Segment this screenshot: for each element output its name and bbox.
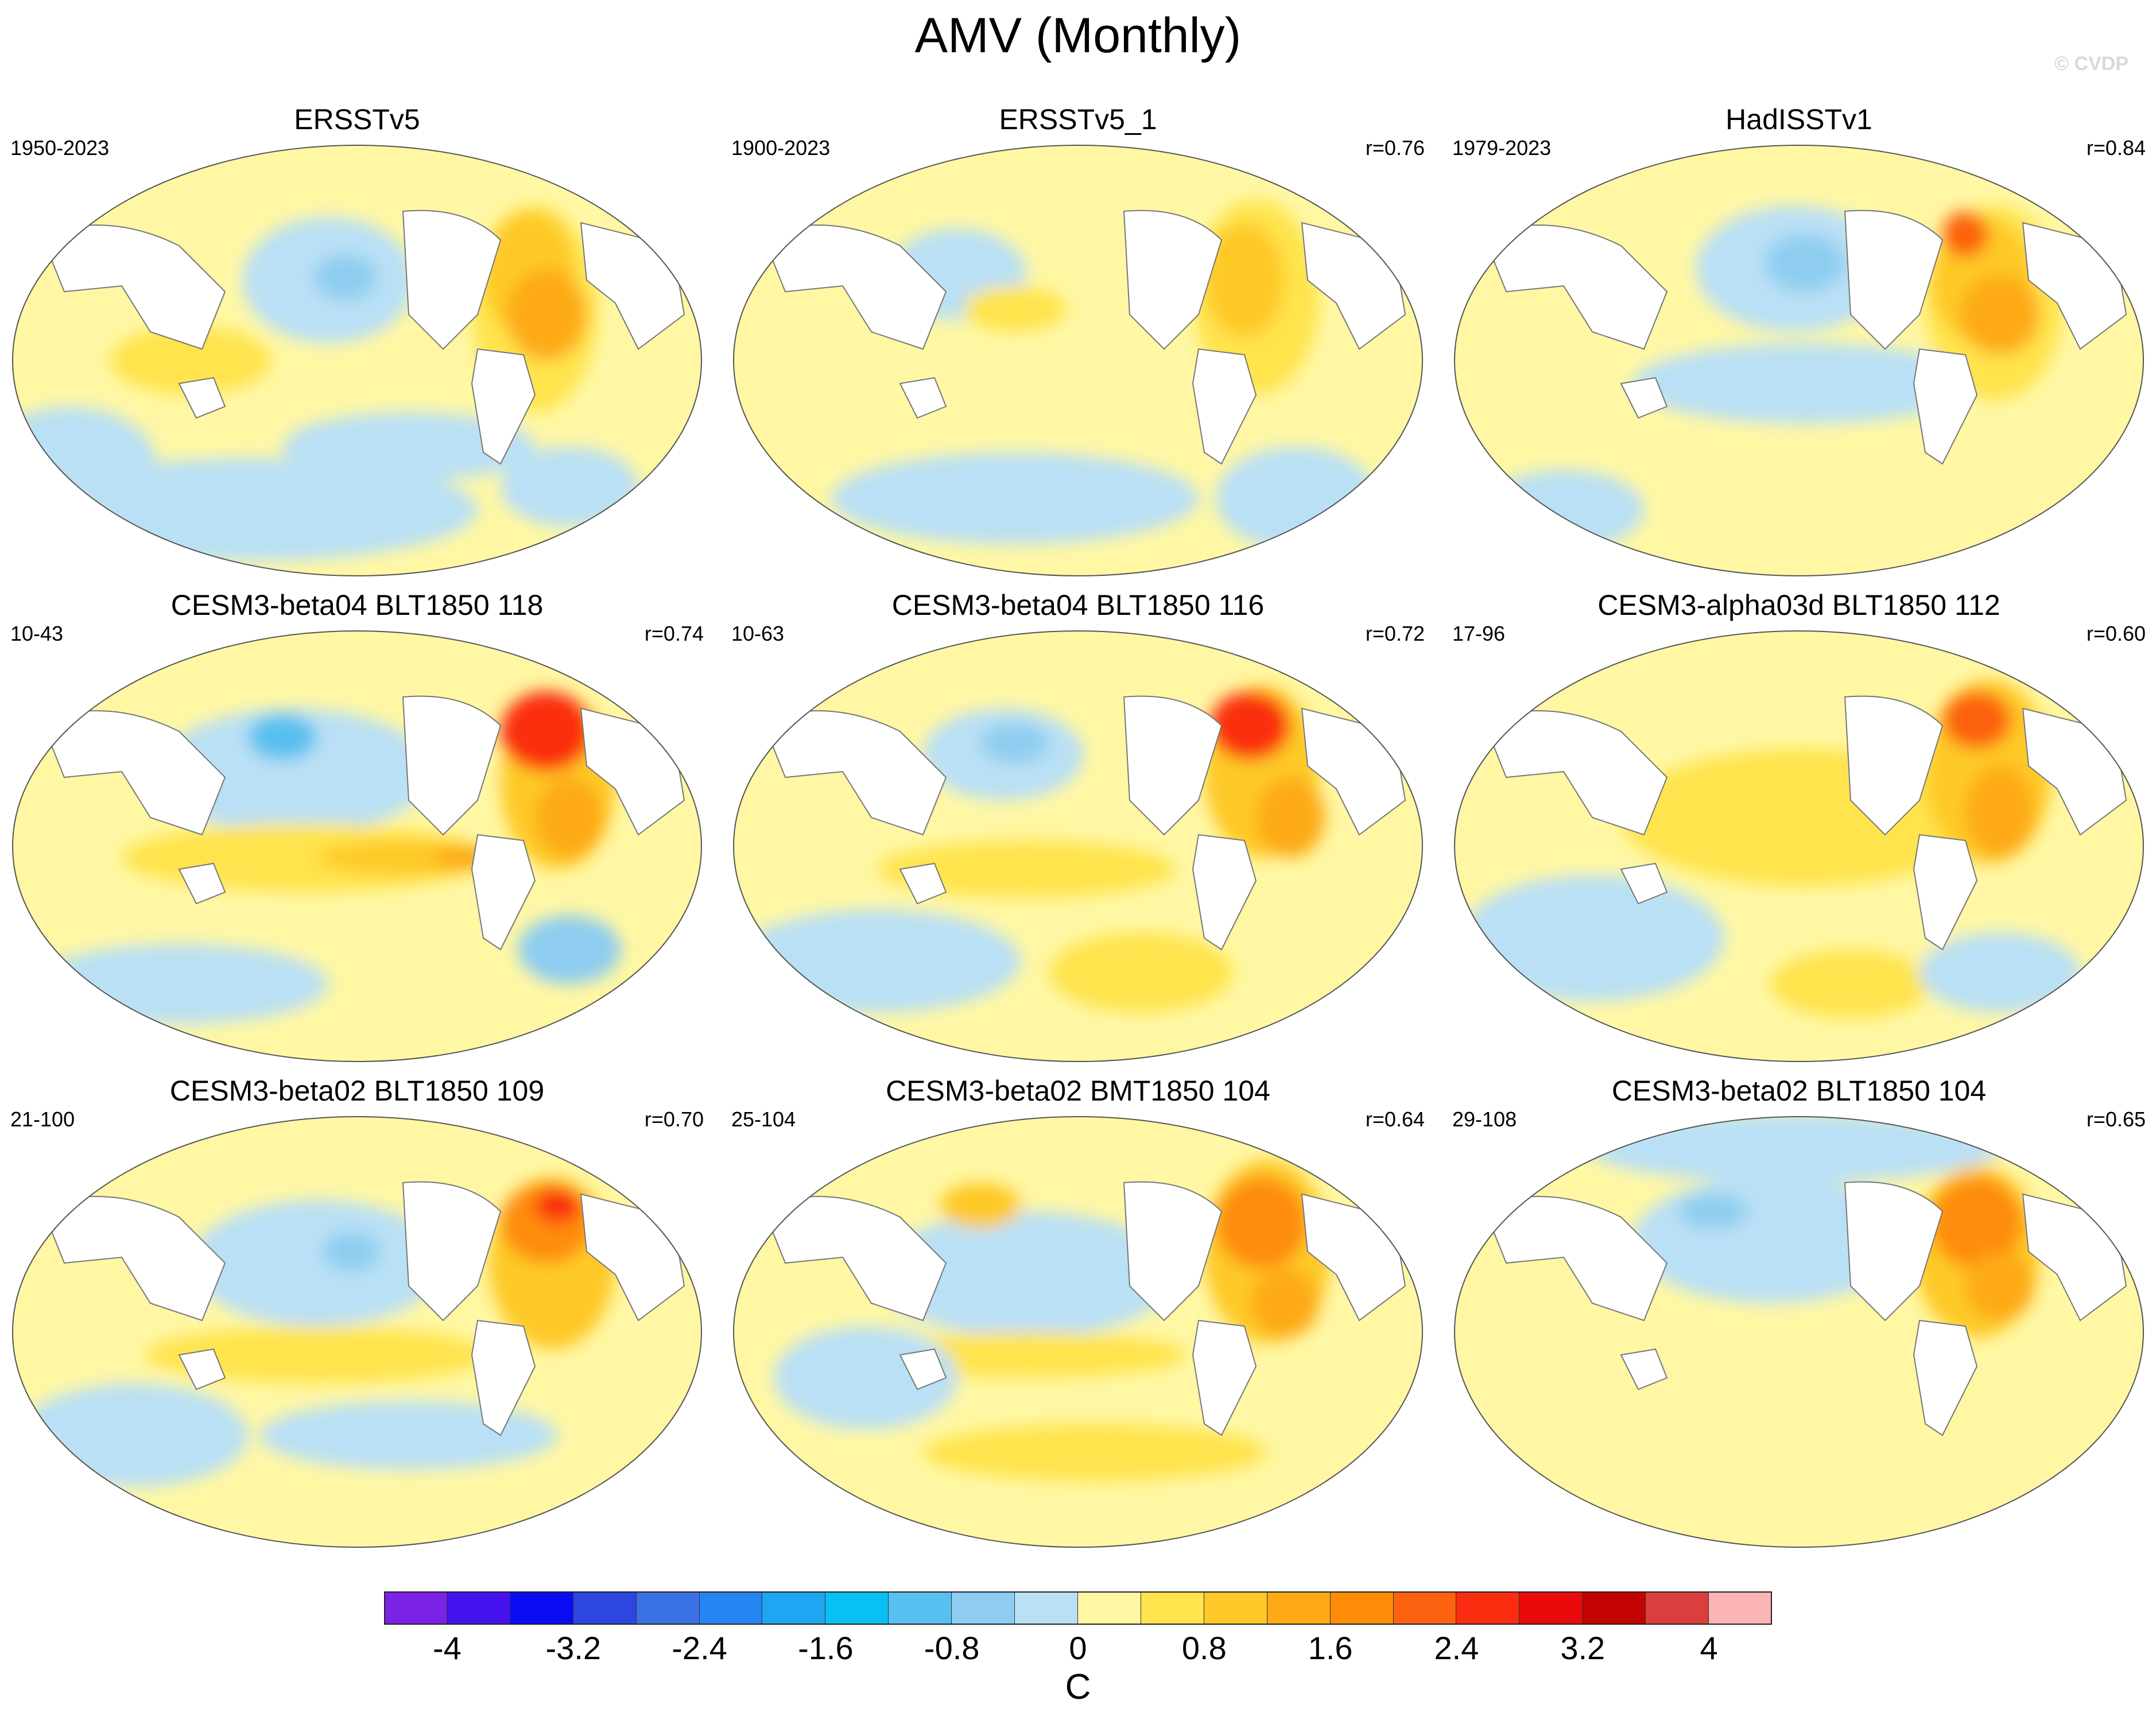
colorbar-tick: 0 [1069, 1630, 1087, 1666]
sst-pattern-map [1454, 145, 2144, 576]
sst-pattern-map [733, 1116, 1423, 1548]
watermark: © CVDP [2054, 53, 2128, 75]
panel-title: CESM3-beta04 BLT1850 116 [891, 589, 1265, 621]
colorbar-box [699, 1591, 763, 1625]
panel-correlation: r=0.60 [2086, 622, 2146, 645]
sst-pattern-map [12, 630, 702, 1062]
colorbar-box [510, 1591, 573, 1625]
colorbar-tick: -1.6 [798, 1630, 854, 1666]
colorbar-tick: 2.4 [1434, 1630, 1479, 1666]
colorbar-ticks: -4 -3.2 -2.4 -1.6 -0.8 0 0.8 1.6 2.4 3.2… [384, 1628, 1772, 1674]
sst-pattern-map [733, 630, 1423, 1062]
colorbar-box [889, 1591, 952, 1625]
panel-title: CESM3-beta02 BLT1850 104 [1611, 1075, 1987, 1107]
colorbar-box [825, 1591, 889, 1625]
panel-erssthr: ERSSTv5_1 1900-2023 r=0.76 [728, 102, 1428, 584]
panel-correlation: r=0.76 [1365, 136, 1425, 160]
colorbar-tick: 3.2 [1560, 1630, 1606, 1666]
colorbar-box [1519, 1591, 1583, 1625]
panel-period: 21-100 [10, 1107, 75, 1131]
colorbar-tick: 1.6 [1308, 1630, 1353, 1666]
colorbar-box [762, 1591, 826, 1625]
panel-period: 29-108 [1452, 1107, 1517, 1131]
panel-title: ERSSTv5_1 [999, 103, 1157, 135]
sst-pattern-map [1454, 1116, 2144, 1548]
panel-period: 10-63 [731, 622, 785, 645]
sst-pattern-map [12, 145, 702, 576]
panel-title: CESM3-beta02 BLT1850 109 [169, 1075, 545, 1107]
panel-correlation: r=0.84 [2086, 136, 2146, 160]
colorbar-tick: -3.2 [545, 1630, 601, 1666]
sst-pattern-map [1454, 630, 2144, 1062]
panel-period: 25-104 [731, 1107, 796, 1131]
panel-cesm3-beta04-118: CESM3-beta04 BLT1850 118 10-43 r=0.74 [7, 588, 707, 1070]
panel-cesm3-beta02-blt-104: CESM3-beta02 BLT1850 104 29-108 r=0.65 [1449, 1074, 2149, 1556]
panel-erra: ERSSTv5 1950-2023 [7, 102, 707, 584]
panel-correlation: r=0.65 [2086, 1107, 2146, 1131]
panel-hadisst: HadISSTv1 1979-2023 r=0.84 [1449, 102, 2149, 584]
sst-pattern-map [733, 145, 1423, 576]
colorbar-box [1583, 1591, 1646, 1625]
colorbar-tick: -2.4 [672, 1630, 727, 1666]
panel-title: HadISSTv1 [1725, 103, 1872, 135]
colorbar-tick: -0.8 [924, 1630, 980, 1666]
panel-period: 1950-2023 [10, 136, 110, 160]
colorbar-box [1204, 1591, 1267, 1625]
colorbar-box [1646, 1591, 1709, 1625]
panel-correlation: r=0.74 [644, 622, 704, 645]
sst-pattern-map [12, 1116, 702, 1548]
panel-correlation: r=0.64 [1365, 1107, 1425, 1131]
colorbar-box [1393, 1591, 1457, 1625]
colorbar-tick: 0.8 [1181, 1630, 1227, 1666]
colorbar-box [636, 1591, 700, 1625]
colorbar-unit-label: C [1065, 1667, 1091, 1707]
panel-cesm3-alpha03d-112: CESM3-alpha03d BLT1850 112 17-96 r=0.60 [1449, 588, 2149, 1070]
panel-cesm3-beta02-blt-109: CESM3-beta02 BLT1850 109 21-100 r=0.70 [7, 1074, 707, 1556]
colorbar-box [1141, 1591, 1204, 1625]
colorbar-box [384, 1591, 447, 1625]
colorbar-box [1456, 1591, 1520, 1625]
panel-correlation: r=0.70 [644, 1107, 704, 1131]
colorbar-tick: 4 [1700, 1630, 1718, 1666]
colorbar-box [1709, 1591, 1772, 1625]
colorbar-box [1015, 1591, 1078, 1625]
page-title: AMV (Monthly) [914, 8, 1242, 63]
panel-period: 17-96 [1452, 622, 1506, 645]
panel-title: CESM3-alpha03d BLT1850 112 [1597, 589, 2000, 621]
panel-correlation: r=0.72 [1365, 622, 1425, 645]
colorbar-tick: -4 [433, 1630, 462, 1666]
panel-title: CESM3-beta04 BLT1850 118 [170, 589, 544, 621]
colorbar-box [952, 1591, 1015, 1625]
colorbar-box [1078, 1591, 1141, 1625]
panel-title: ERSSTv5 [294, 103, 420, 135]
colorbar-box [573, 1591, 637, 1625]
panel-period: 1979-2023 [1452, 136, 1552, 160]
colorbar [384, 1591, 1772, 1625]
panel-title: CESM3-beta02 BMT1850 104 [886, 1075, 1270, 1107]
panel-cesm3-beta02-bmt-104: CESM3-beta02 BMT1850 104 25-104 r=0.64 [728, 1074, 1428, 1556]
panel-period: 1900-2023 [731, 136, 831, 160]
colorbar-box [447, 1591, 510, 1625]
colorbar-box [1267, 1591, 1331, 1625]
panel-cesm3-beta04-116: CESM3-beta04 BLT1850 116 10-63 r=0.72 [728, 588, 1428, 1070]
colorbar-box [1330, 1591, 1394, 1625]
colorbar-frame [384, 1591, 1772, 1625]
panel-period: 10-43 [10, 622, 64, 645]
